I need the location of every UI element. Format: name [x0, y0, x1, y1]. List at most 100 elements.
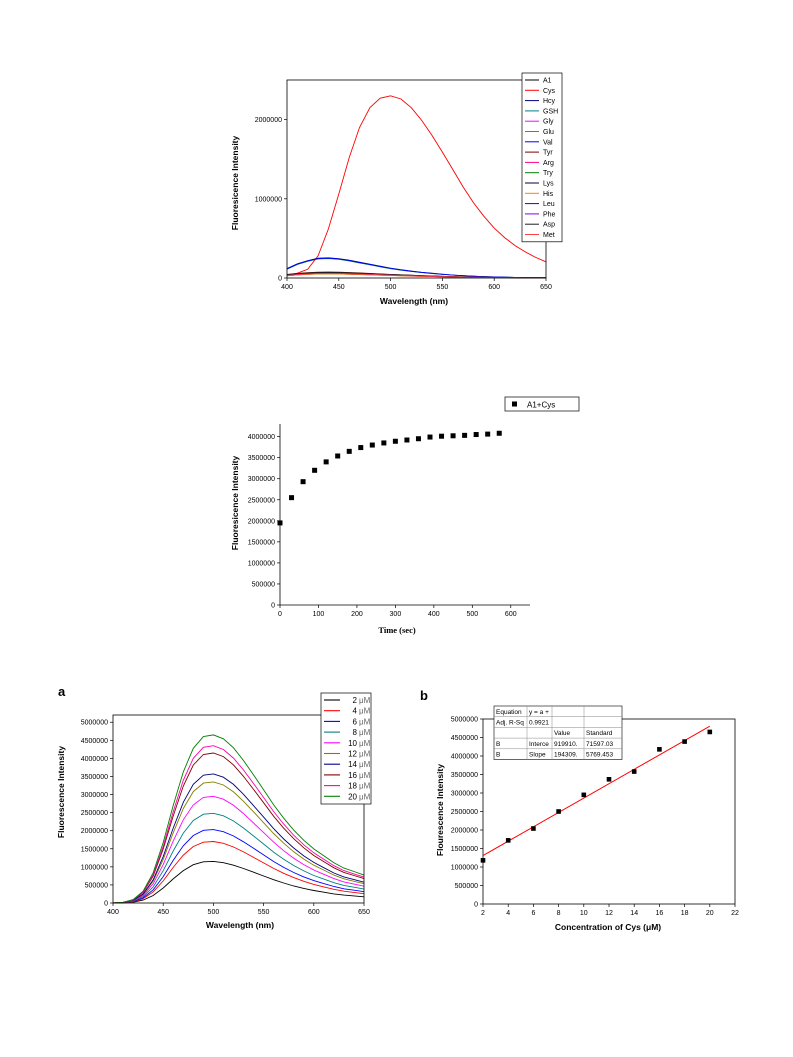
y-tick-label: 3000000: [81, 792, 108, 799]
x-tick-label: 0: [278, 611, 282, 618]
data-point: [707, 729, 713, 735]
series-line-asp: [286, 271, 546, 279]
y-tick-label: 1000000: [451, 865, 478, 872]
x-axis-label: Wavelength (nm): [380, 296, 448, 306]
x-tick-label: 450: [157, 909, 169, 916]
table-cell: y = a +: [529, 709, 549, 716]
series-line-12um: [112, 781, 365, 904]
data-point: [505, 838, 511, 843]
x-tick-label: 200: [351, 611, 363, 618]
legend-label: 8: [353, 728, 358, 737]
table-cell: 919910.: [554, 741, 578, 748]
axes: 2 4 6 8 10 12 14 16 18 20 22 0 500000 1000000 1500000 2…: [451, 717, 739, 918]
legend-unit: μM: [359, 739, 371, 748]
y-tick-label: 1000000: [255, 196, 282, 203]
legend-unit: μM: [359, 750, 371, 759]
legend-label: Tyr: [543, 150, 553, 157]
x-tick-label: 10: [580, 910, 588, 917]
plot-area: [112, 734, 365, 904]
data-point: [312, 467, 318, 473]
legend-label: Try: [543, 170, 553, 177]
data-point: [531, 826, 536, 831]
y-tick-label: 5000000: [81, 720, 108, 727]
legend-unit: μM: [359, 792, 371, 801]
data-point: [439, 433, 445, 439]
data-point: [496, 430, 502, 436]
x-tick-label: 100: [313, 611, 325, 618]
data-point: [277, 520, 283, 526]
plot-area: [277, 430, 502, 526]
y-tick-label: 1000000: [81, 864, 108, 871]
legend-label: Hcy: [543, 98, 556, 105]
legend-swatch: [512, 401, 517, 407]
x-tick-label: 6: [531, 910, 535, 917]
series-line-phe: [286, 272, 547, 279]
series-line-cys: [286, 95, 547, 276]
legend-label: 14: [348, 760, 357, 769]
x-tick-label: 650: [358, 909, 370, 916]
data-point: [323, 459, 329, 465]
legend-box: [320, 692, 372, 805]
x-tick-label: 8: [557, 910, 561, 917]
legend-label: A1+Cys: [527, 401, 555, 410]
series-line-lys: [286, 272, 547, 279]
series-line-met: [286, 272, 547, 279]
data-point: [581, 792, 587, 798]
series-line-18um: [112, 745, 365, 904]
y-tick-label: 4500000: [81, 738, 108, 745]
data-point: [473, 432, 479, 438]
y-tick-label: 4000000: [81, 756, 108, 763]
x-axis-label: Concentration of Cys (μM): [555, 922, 661, 932]
legend-label: Gly: [543, 119, 554, 126]
table-cell: Value: [554, 730, 571, 737]
x-tick-label: 400: [107, 909, 119, 916]
series-line-16um: [112, 752, 365, 904]
table-cell: Standard: [586, 730, 613, 737]
data-point: [606, 777, 612, 782]
legend-label: Glu: [543, 129, 554, 136]
legend-unit: μM: [359, 760, 371, 769]
series-line-6um: [112, 829, 365, 904]
y-tick-label: 2500000: [451, 809, 478, 816]
series-line-gsh: [286, 258, 547, 279]
x-tick-label: 500: [208, 909, 220, 916]
panel-label-a: a: [58, 684, 66, 699]
legend-unit: μM: [359, 728, 371, 737]
y-tick-label: 3000000: [451, 791, 478, 798]
data-point: [404, 437, 410, 443]
data-point: [346, 448, 352, 454]
series-line-try: [286, 273, 547, 279]
x-tick-label: 500: [385, 284, 397, 291]
legend: A1+Cys: [504, 396, 580, 412]
y-tick-label: 0: [104, 901, 108, 908]
series-line-10um: [112, 795, 365, 904]
series-line-tyr: [286, 271, 546, 279]
x-tick-label: 300: [390, 611, 402, 618]
y-tick-label: 4500000: [451, 735, 478, 742]
series-line-gly: [286, 273, 547, 279]
x-tick-label: 450: [333, 284, 345, 291]
y-tick-label: 1500000: [451, 846, 478, 853]
x-tick-label: 14: [630, 910, 638, 917]
data-point: [427, 434, 433, 440]
legend-label: 20: [348, 792, 357, 801]
y-tick-label: 3000000: [248, 476, 275, 483]
x-tick-label: 12: [605, 910, 613, 917]
series-line-20um: [112, 734, 365, 904]
table-cell: Adj. R-Sq: [496, 720, 524, 727]
y-axis-label: Flourescence Intensity: [435, 764, 445, 856]
y-tick-label: 2000000: [255, 117, 282, 124]
legend-label: 18: [348, 782, 357, 791]
y-tick-label: 2500000: [248, 497, 275, 504]
data-point: [485, 431, 491, 437]
legend-label: Cys: [543, 88, 556, 95]
legend-unit: μM: [359, 717, 371, 726]
y-tick-label: 3500000: [451, 772, 478, 779]
legend: A1 Cys Hcy GSH Gly Glu Val Tyr Arg Try Lys His Leu Ph…: [521, 72, 563, 243]
series-line-14um: [112, 773, 365, 904]
y-tick-label: 0: [278, 276, 282, 283]
legend-label: Val: [543, 139, 553, 146]
legend-label: Leu: [543, 201, 555, 208]
